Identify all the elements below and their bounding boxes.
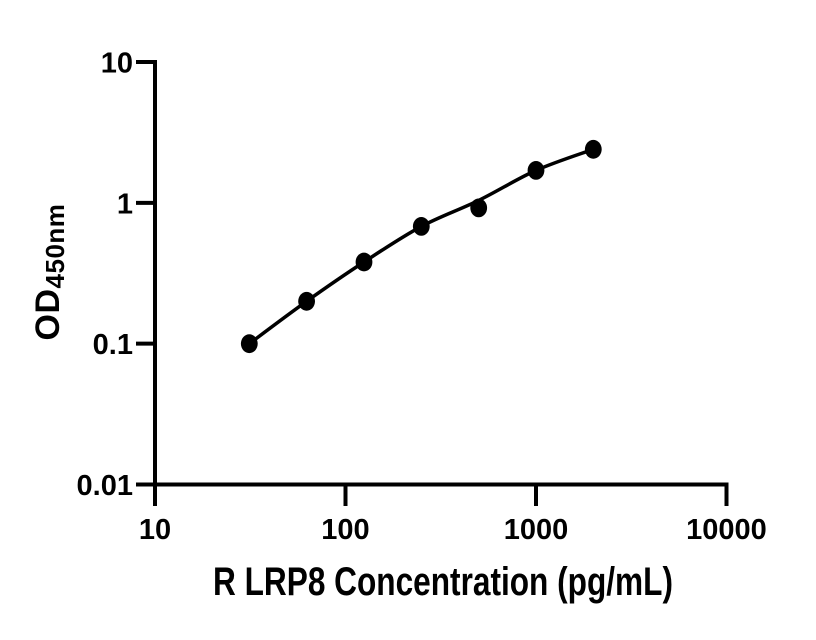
y-axis-label-subscript: 450nm [40, 203, 70, 289]
data-point [470, 198, 488, 218]
data-point [240, 334, 258, 354]
x-tick-label: 10 [139, 514, 171, 546]
fit-curve [248, 147, 594, 346]
y-tick-label: 1 [117, 188, 133, 220]
x-axis-title: R LRP8 Concentration (pg/mL) [213, 560, 673, 604]
data-point [527, 161, 545, 180]
y-tick-label: 10 [101, 48, 133, 80]
data-point [412, 217, 430, 236]
data-point [298, 291, 315, 311]
y-axis-label-main: OD [29, 288, 67, 341]
y-tick-label: 0.01 [77, 470, 133, 502]
x-tick-label: 1000 [504, 514, 569, 546]
y-axis-label: OD450nm [16, 112, 80, 432]
y-tick-label: 0.1 [93, 329, 133, 361]
x-tick-label: 10000 [686, 514, 767, 546]
x-tick-label: 100 [321, 514, 369, 546]
data-point [584, 139, 602, 159]
data-point [355, 252, 373, 272]
